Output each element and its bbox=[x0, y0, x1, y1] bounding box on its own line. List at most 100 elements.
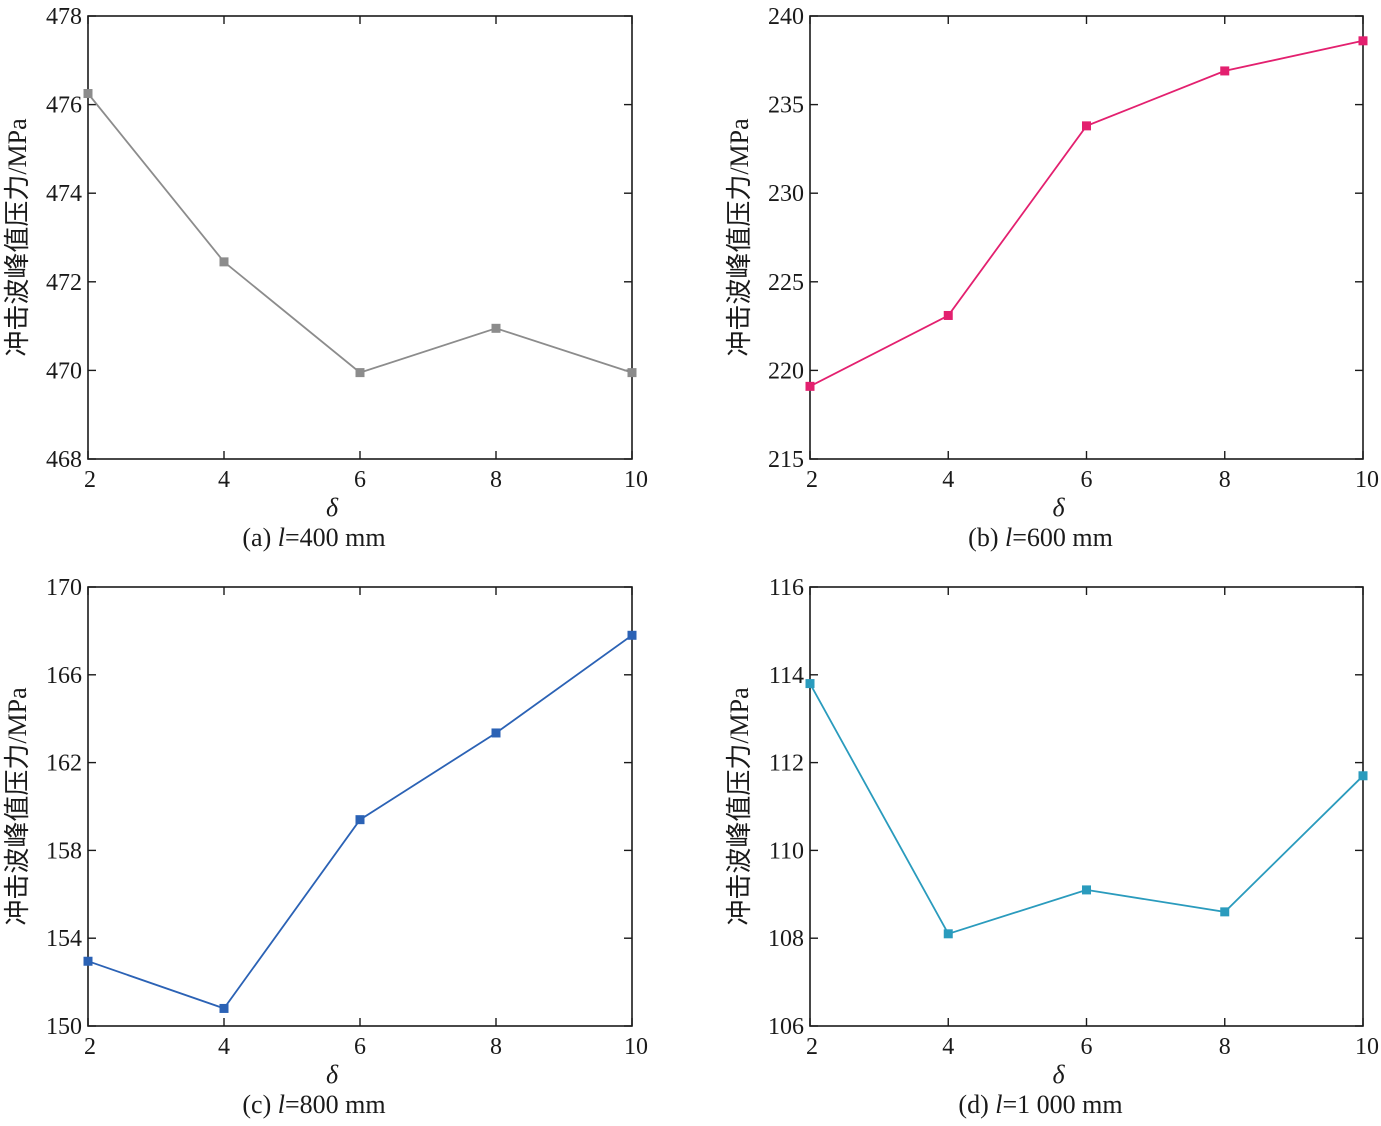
x-tick-label-d: 6 bbox=[1081, 1034, 1093, 1060]
y-tick-label-a: 470 bbox=[46, 358, 82, 384]
series-line-d bbox=[809, 683, 1364, 935]
x-tick-label-b: 2 bbox=[806, 467, 818, 493]
series-line-b bbox=[809, 39, 1364, 388]
data-point-a bbox=[83, 89, 93, 99]
y-tick-label-c: 166 bbox=[46, 663, 82, 689]
caption-value-a: =400 mm bbox=[285, 523, 386, 552]
y-tick-label-c: 162 bbox=[46, 751, 82, 777]
x-tick-label-d: 8 bbox=[1219, 1034, 1231, 1060]
y-tick-label-d: 112 bbox=[769, 751, 804, 777]
y-axis-label-c: 冲击波峰值压力/MPa bbox=[3, 687, 32, 926]
data-point-d bbox=[1220, 907, 1230, 917]
y-tick-label-a: 476 bbox=[46, 93, 82, 119]
x-tick-label-d: 4 bbox=[942, 1034, 954, 1060]
x-tick-label-a: 6 bbox=[354, 467, 366, 493]
x-tick-label-d: 2 bbox=[806, 1034, 818, 1060]
chart-panel-b: 215 220 225 230 235 240 2 4 6 8 10 δ 冲击波峰值压力/MPa (b) … bbox=[725, 4, 1379, 552]
caption-var-c: l bbox=[278, 1090, 285, 1119]
x-axis-label-c: δ bbox=[326, 1060, 339, 1089]
data-point-a bbox=[219, 257, 229, 267]
data-point-b bbox=[1082, 121, 1091, 131]
data-point-c bbox=[355, 815, 365, 825]
y-axis-label-b: 冲击波峰值压力/MPa bbox=[725, 118, 754, 357]
y-tick-label-c: 170 bbox=[46, 575, 82, 601]
data-point-b bbox=[943, 310, 953, 320]
x-tick-label-c: 2 bbox=[84, 1034, 96, 1060]
y-tick-label-b: 240 bbox=[768, 4, 804, 30]
data-point-d bbox=[1082, 885, 1091, 895]
data-point-d bbox=[805, 679, 815, 689]
x-tick-label-b: 10 bbox=[1355, 467, 1379, 493]
y-tick-label-c: 158 bbox=[46, 838, 82, 864]
data-point-d bbox=[1358, 771, 1368, 781]
caption-value-c: =800 mm bbox=[285, 1090, 386, 1119]
data-point-a bbox=[355, 368, 365, 378]
data-point-c bbox=[219, 1003, 229, 1013]
series-line-a bbox=[87, 92, 633, 374]
plot-frame-b bbox=[809, 15, 1364, 460]
x-tick-label-d: 10 bbox=[1355, 1034, 1379, 1060]
x-tick-label-c: 4 bbox=[218, 1034, 230, 1060]
caption-b: (b) l=600 mm bbox=[968, 523, 1113, 552]
data-point-b bbox=[1220, 66, 1230, 76]
data-point-a bbox=[491, 323, 501, 333]
plot-frame-d bbox=[809, 586, 1364, 1027]
x-axis-label-b: δ bbox=[1052, 493, 1065, 522]
y-tick-label-b: 235 bbox=[768, 93, 804, 119]
data-point-c bbox=[627, 630, 637, 640]
y-tick-label-d: 116 bbox=[769, 575, 804, 601]
x-tick-label-a: 8 bbox=[490, 467, 502, 493]
x-tick-label-a: 4 bbox=[218, 467, 230, 493]
x-tick-label-a: 10 bbox=[624, 467, 648, 493]
caption-var-b: l bbox=[1005, 523, 1012, 552]
x-tick-label-b: 8 bbox=[1219, 467, 1231, 493]
y-axis-label-d: 冲击波峰值压力/MPa bbox=[725, 687, 754, 926]
caption-label-d: (d) bbox=[958, 1090, 995, 1119]
plot-frame-a bbox=[87, 15, 633, 460]
y-tick-label-b: 230 bbox=[768, 181, 804, 207]
data-point-b bbox=[805, 381, 815, 391]
x-tick-label-c: 10 bbox=[624, 1034, 648, 1060]
data-point-b bbox=[1358, 36, 1368, 46]
caption-label-a: (a) bbox=[242, 523, 277, 552]
caption-value-b: =600 mm bbox=[1012, 523, 1113, 552]
chart-panel-c: 150 154 158 162 166 170 2 4 6 8 10 δ 冲击波峰值压力/MPa (c) … bbox=[3, 575, 648, 1119]
y-tick-label-b: 220 bbox=[768, 358, 804, 384]
chart-panel-d: 106 108 110 112 114 116 2 4 6 8 10 δ 冲击波峰值压力/MPa (d) … bbox=[725, 575, 1379, 1119]
y-tick-label-a: 478 bbox=[46, 4, 82, 30]
caption-d: (d) l=1 000 mm bbox=[958, 1090, 1122, 1119]
y-tick-label-a: 472 bbox=[46, 270, 82, 296]
x-tick-label-c: 8 bbox=[490, 1034, 502, 1060]
x-tick-label-c: 6 bbox=[354, 1034, 366, 1060]
plot-frame-c bbox=[87, 586, 633, 1027]
data-point-d bbox=[943, 929, 953, 939]
caption-var-d: l bbox=[995, 1090, 1002, 1119]
caption-label-c: (c) bbox=[242, 1090, 277, 1119]
y-tick-label-c: 154 bbox=[46, 926, 82, 952]
y-tick-label-b: 225 bbox=[768, 270, 804, 296]
x-tick-label-a: 2 bbox=[84, 467, 96, 493]
data-point-c bbox=[491, 728, 501, 738]
y-tick-label-d: 106 bbox=[768, 1014, 804, 1040]
data-point-c bbox=[83, 956, 93, 966]
y-tick-label-c: 150 bbox=[46, 1014, 82, 1040]
x-tick-label-b: 4 bbox=[942, 467, 954, 493]
y-tick-label-d: 110 bbox=[769, 838, 804, 864]
data-point-a bbox=[627, 368, 637, 378]
caption-label-b: (b) bbox=[968, 523, 1005, 552]
caption-value-d: =1 000 mm bbox=[1002, 1090, 1122, 1119]
y-tick-label-d: 108 bbox=[768, 926, 804, 952]
y-tick-label-a: 474 bbox=[46, 181, 82, 207]
y-tick-label-b: 215 bbox=[768, 447, 804, 473]
caption-a: (a) l=400 mm bbox=[242, 523, 385, 552]
y-tick-label-d: 114 bbox=[769, 663, 804, 689]
x-tick-label-b: 6 bbox=[1081, 467, 1093, 493]
caption-var-a: l bbox=[278, 523, 285, 552]
x-axis-label-d: δ bbox=[1052, 1060, 1065, 1089]
x-axis-label-a: δ bbox=[326, 493, 339, 522]
y-tick-label-a: 468 bbox=[46, 447, 82, 473]
y-axis-label-a: 冲击波峰值压力/MPa bbox=[3, 118, 32, 357]
caption-c: (c) l=800 mm bbox=[242, 1090, 385, 1119]
